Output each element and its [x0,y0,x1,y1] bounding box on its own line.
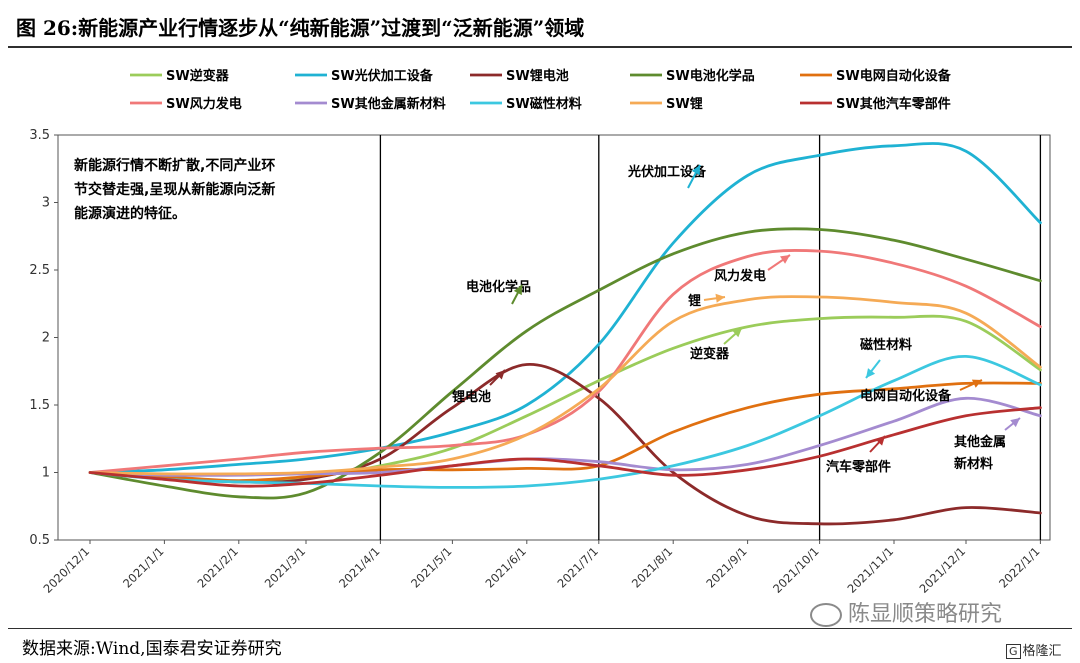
annotation-label: 其他金属 [954,434,1006,450]
x-tick-label: 2021/3/1 [262,544,308,590]
watermark: 陈显顺策略研究 [810,596,1002,628]
annotation-label: 汽车零部件 [826,459,891,475]
y-tick-label: 2 [42,331,50,346]
annotation-arrow-head [691,165,700,176]
series-line [88,354,1042,489]
series-line [88,295,1042,476]
data-source: 数据来源:Wind,国泰君安证券研究 [22,639,282,659]
x-tick-label: 2021/9/1 [703,544,749,590]
x-tick-label: 2020/12/1 [41,544,93,596]
legend-label: SW光伏加工设备 [331,68,434,84]
legend-label: SW锂电池 [506,68,569,84]
annotation-label: 逆变器 [690,346,730,362]
legend-label: SW电网自动化设备 [836,68,952,84]
legend-label: SW磁性材料 [506,96,582,112]
annotation-label: 光伏加工设备 [627,164,707,180]
x-tick-label: 2021/11/1 [845,544,897,596]
legend-label: SW锂 [666,96,703,112]
x-tick-label: 2021/1/1 [120,544,166,590]
chart-note: 节交替走强,呈现从新能源向泛新 [74,181,275,198]
x-tick-label: 2021/2/1 [194,544,240,590]
line-chart: 0.5 1 1.5 2 2.5 3 3.5 2020/12/1 2021/1/1 2021/2/1… [29,68,1051,596]
legend-label: SW其他金属新材料 [331,96,446,112]
title-divider [8,46,1072,48]
annotation-arrow-head [971,379,982,388]
y-tick-label: 1 [42,466,50,481]
annotation-arrow-head [732,328,742,338]
chart-note: 新能源行情不断扩散,不同产业环 [74,157,275,174]
y-tick-label: 3 [42,196,50,211]
y-tick-label: 1.5 [29,398,50,413]
x-tick-label: 2021/12/1 [917,544,969,596]
annotation-label: 电网自动化设备 [860,388,952,404]
annotation-label: 锂 [688,293,701,309]
annotation-arrow-head [715,293,725,303]
series-line [88,142,1042,474]
y-tick-label: 2.5 [29,263,50,278]
series-line [88,249,1042,474]
annotation-label: 锂电池 [452,389,491,405]
annotation-arrow-head [513,285,522,296]
annotation-label: 磁性材料 [860,337,912,353]
x-tick-label: 2021/7/1 [554,544,600,590]
legend-label: SW风力发电 [166,96,242,112]
series-line [88,406,1042,488]
legend-label: SW电池化学品 [666,68,755,84]
series-line [88,227,1042,500]
logo-icon: G [1006,644,1021,659]
chart-note: 能源演进的特征。 [74,205,186,222]
annotation-arrow-head [1010,418,1020,428]
x-tick-label: 2022/1/1 [996,544,1042,590]
logo-text: 格隆汇 [1022,644,1062,659]
annotation-arrow-head [780,255,790,264]
annotation-arrow-head [866,368,876,378]
x-tick-label: 2021/10/1 [770,544,822,596]
annotation-label: 新材料 [954,456,993,472]
x-tick-label: 2021/6/1 [482,544,528,590]
y-tick-label: 0.5 [29,533,50,548]
legend-label: SW其他汽车零部件 [836,96,951,112]
brand-logo: G 格隆汇 [1006,640,1062,659]
x-tick-label: 2021/5/1 [408,544,454,590]
watermark-text: 陈显顺策略研究 [848,602,1003,627]
x-tick-label: 2021/8/1 [629,544,675,590]
x-tick-label: 2021/4/1 [336,544,382,590]
legend-label: SW逆变器 [166,68,230,84]
annotation-label: 风力发电 [714,268,766,284]
annotation-arrow-head [495,370,505,380]
wechat-icon [810,603,842,627]
y-tick-label: 3.5 [29,128,50,143]
source-divider [8,628,1072,629]
figure-title: 图 26:新能源产业行情逐步从“纯新能源”过渡到“泛新能源”领域 [16,16,585,40]
series-line [88,381,1042,483]
annotation-arrow-head [875,436,885,446]
